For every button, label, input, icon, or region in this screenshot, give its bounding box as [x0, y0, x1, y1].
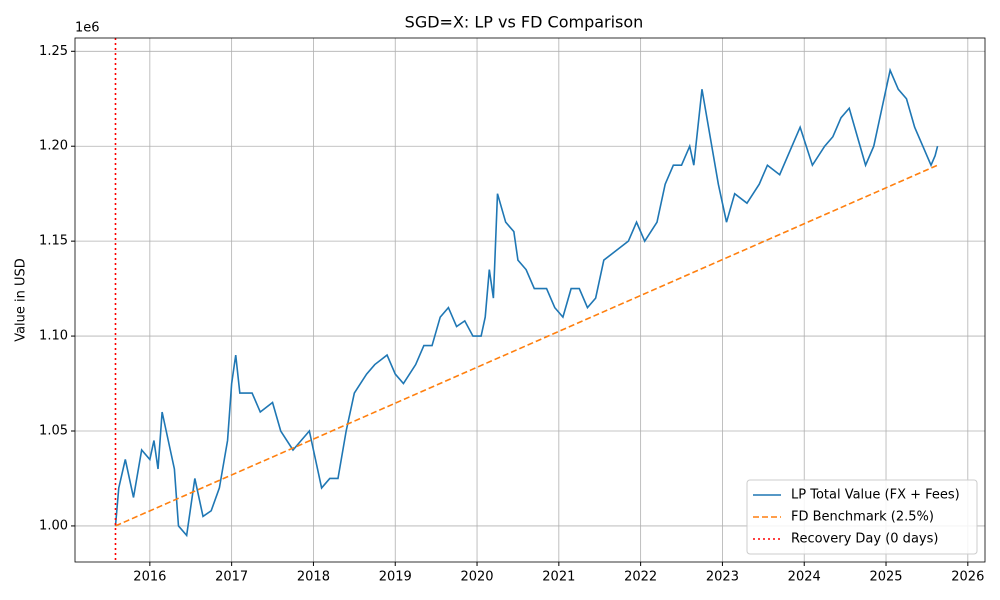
x-tick-label: 2024 [788, 570, 821, 585]
x-tick-label: 2021 [542, 570, 575, 585]
legend-label: FD Benchmark (2.5%) [791, 510, 934, 525]
x-tick-label: 2016 [133, 570, 166, 585]
series-line [114, 67, 939, 538]
x-tick-label: 2022 [624, 570, 657, 585]
legend-label: LP Total Value (FX + Fees) [791, 488, 960, 503]
y-tick-label: 1.10 [39, 329, 68, 344]
x-tick-label: 2019 [379, 570, 412, 585]
y-tick-label: 1.20 [39, 139, 68, 154]
x-tick-label: 2026 [951, 570, 984, 585]
x-tick-label: 2017 [215, 570, 248, 585]
chart-title: SGD=X: LP vs FD Comparison [405, 13, 644, 32]
y-offset-label: 1e6 [75, 21, 100, 36]
legend-label: Recovery Day (0 days) [791, 532, 938, 547]
y-tick-label: 1.25 [39, 44, 68, 59]
series-line [115, 164, 938, 527]
y-tick-label: 1.05 [39, 424, 68, 439]
x-tick-label: 2025 [869, 570, 902, 585]
y-tick-label: 1.00 [39, 518, 68, 533]
legend-box [746, 479, 978, 555]
y-axis-label: Value in USD [14, 258, 29, 342]
x-tick-label: 2018 [297, 570, 330, 585]
x-tick-label: 2020 [460, 570, 493, 585]
y-tick-label: 1.15 [39, 234, 68, 249]
plot-frame [74, 37, 986, 563]
x-tick-label: 2023 [706, 570, 739, 585]
